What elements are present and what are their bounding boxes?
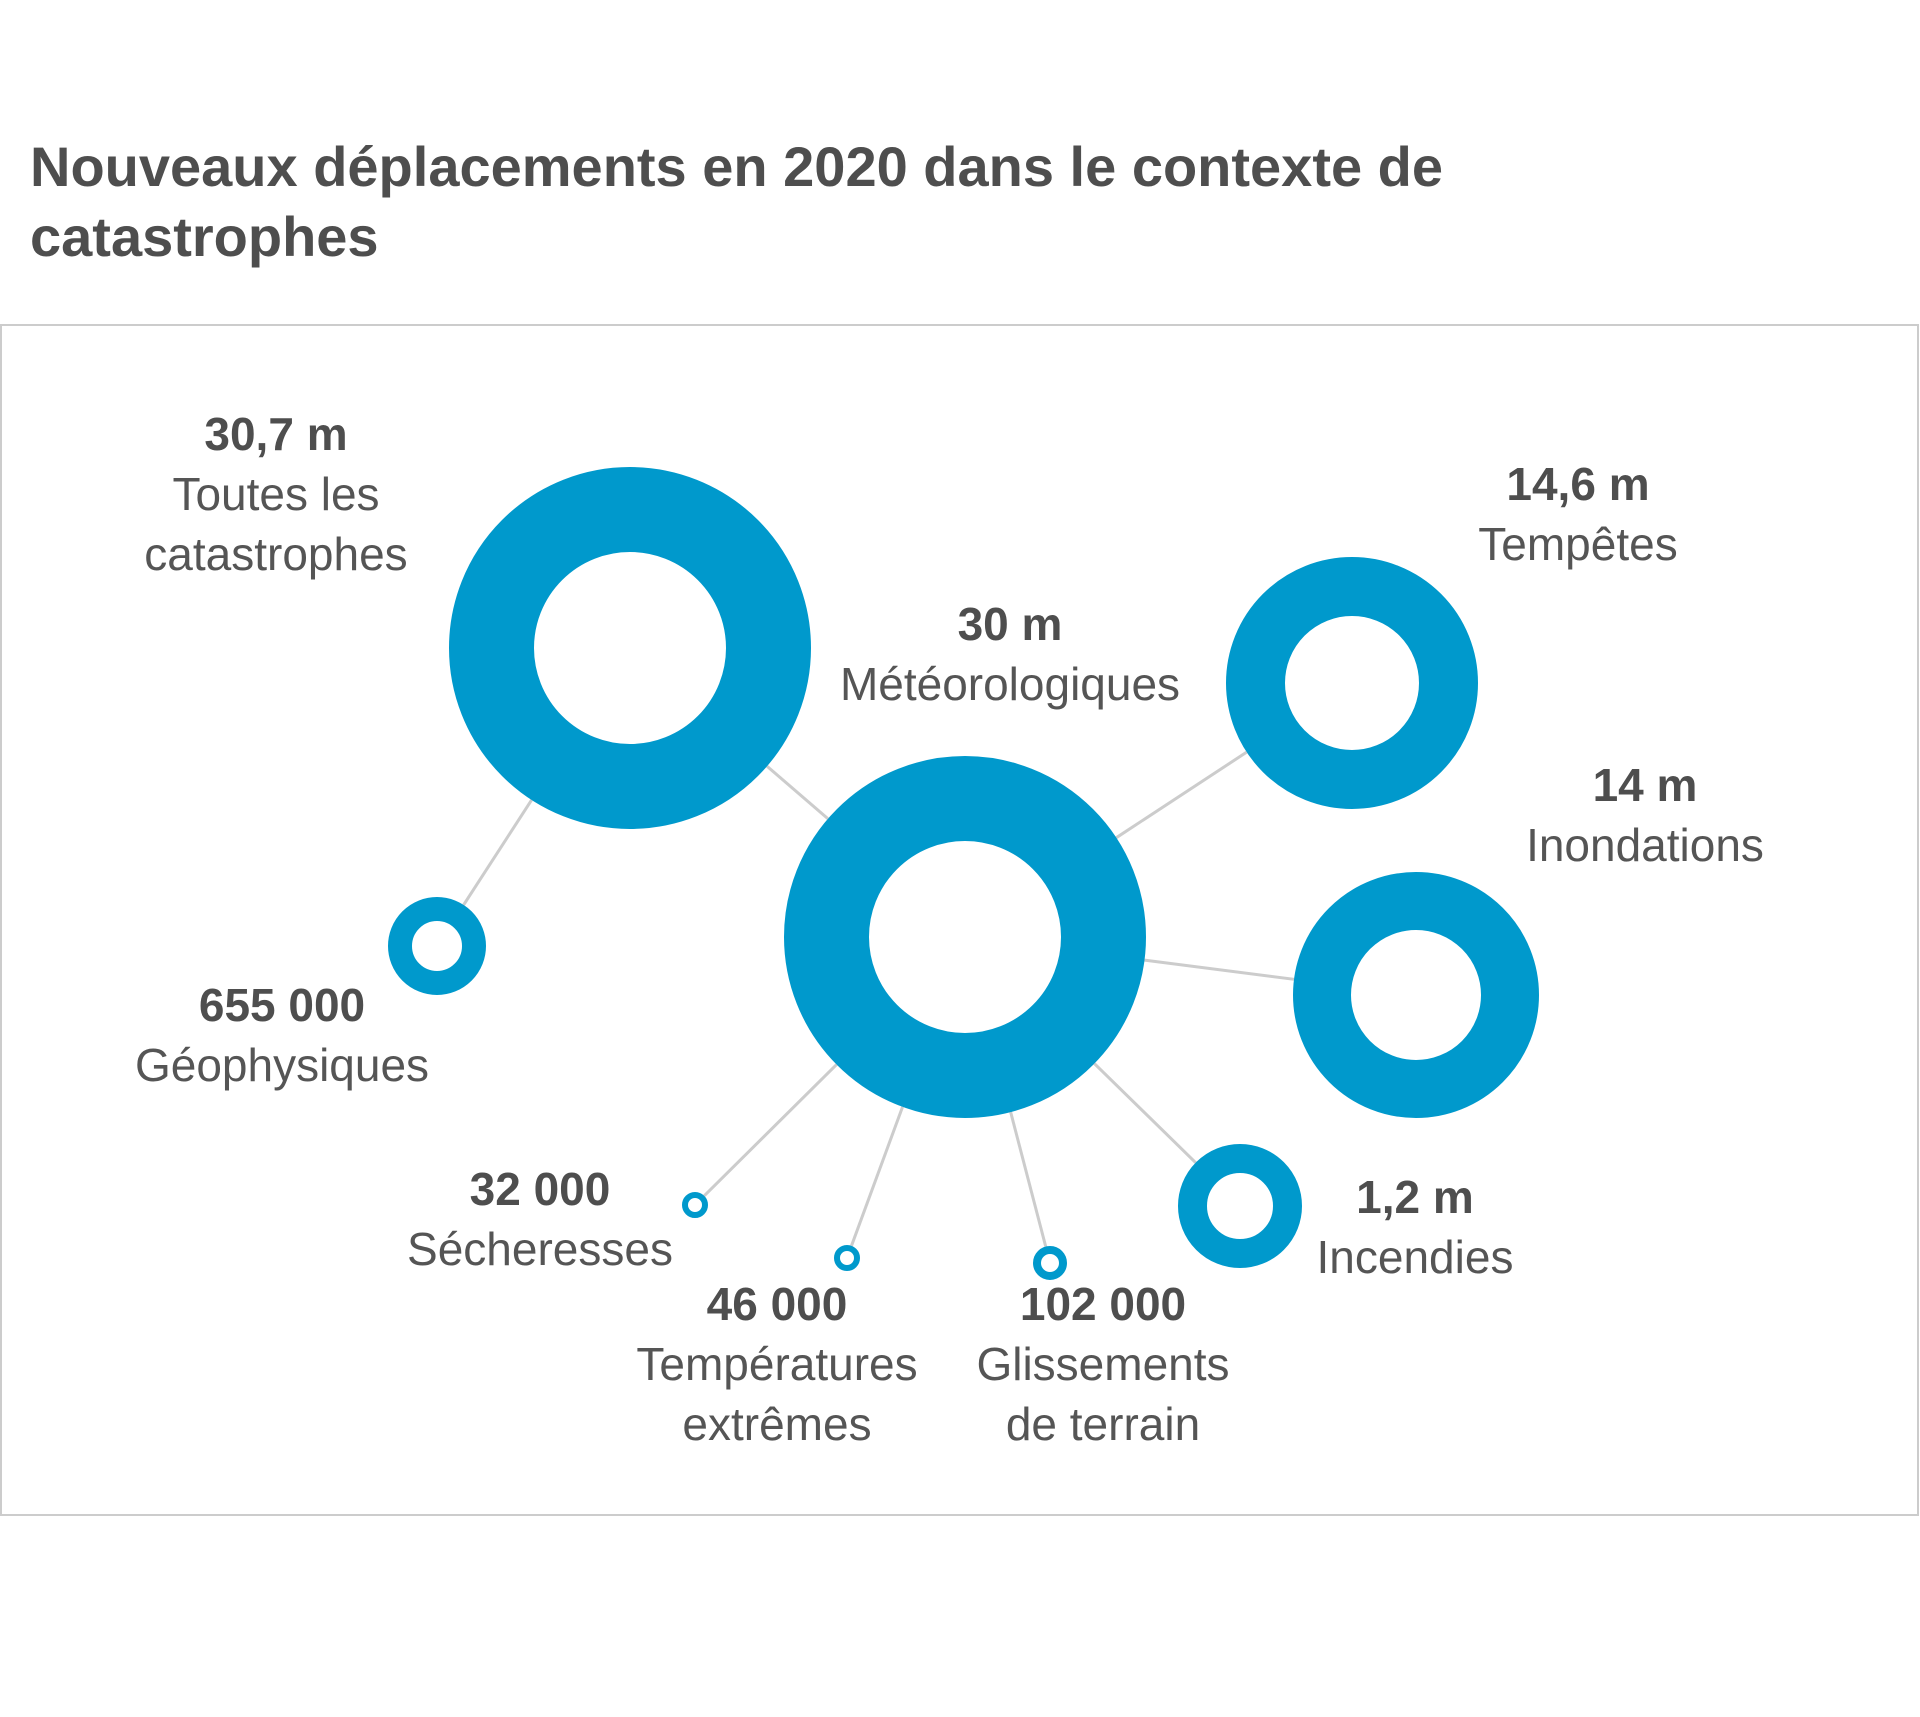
value-label-drought: 32 000 (470, 1163, 611, 1215)
category-label-fires: Incendies (1317, 1231, 1514, 1283)
ring-meteo (784, 756, 1146, 1118)
value-label-floods: 14 m (1593, 759, 1698, 811)
ring-geo (388, 897, 486, 995)
link-meteo-floods (1144, 958, 1295, 981)
link-meteo-fires (1093, 1062, 1197, 1164)
category-label-drought: Sécheresses (407, 1223, 673, 1275)
link-meteo-drought (703, 1063, 838, 1197)
link-total-geo (462, 799, 533, 906)
link-meteo-storms (1115, 750, 1248, 839)
link-total-meteo (766, 765, 829, 820)
ring-heat (834, 1245, 860, 1271)
ring-storms (1226, 557, 1478, 809)
category-label-heat: Températures (636, 1338, 917, 1390)
ring-landslides (1033, 1246, 1067, 1280)
chart-frame (0, 324, 1919, 1516)
value-label-fires: 1,2 m (1356, 1171, 1474, 1223)
value-label-geo: 655 000 (199, 979, 365, 1031)
ring-fires (1178, 1144, 1302, 1268)
link-meteo-landslides (1009, 1111, 1048, 1247)
value-label-heat: 46 000 (707, 1278, 848, 1330)
value-label-total: 30,7 m (204, 408, 347, 460)
links-layer (462, 750, 1295, 1247)
chart-title: Nouveaux déplacements en 2020 dans le co… (30, 135, 1444, 268)
value-label-meteo: 30 m (958, 598, 1063, 650)
category-label-total: catastrophes (144, 528, 407, 580)
value-label-storms: 14,6 m (1506, 458, 1649, 510)
category-label-landslides: Glissements (976, 1338, 1229, 1390)
category-label-heat: extrêmes (682, 1398, 871, 1450)
category-label-landslides: de terrain (1006, 1398, 1200, 1450)
ring-floods (1293, 872, 1539, 1118)
ring-total (449, 467, 811, 829)
link-meteo-heat (850, 1106, 904, 1247)
category-label-floods: Inondations (1526, 819, 1764, 871)
nodes-layer (388, 467, 1539, 1280)
category-label-meteo: Météorologiques (840, 658, 1180, 710)
value-label-landslides: 102 000 (1020, 1278, 1186, 1330)
ring-drought (682, 1192, 708, 1218)
labels-layer: 30,7 m Toutes les catastrophes 30 m Météorol… (135, 408, 1764, 1450)
category-label-total: Toutes les (172, 468, 379, 520)
category-label-geo: Géophysiques (135, 1039, 429, 1091)
category-label-storms: Tempêtes (1478, 518, 1677, 570)
